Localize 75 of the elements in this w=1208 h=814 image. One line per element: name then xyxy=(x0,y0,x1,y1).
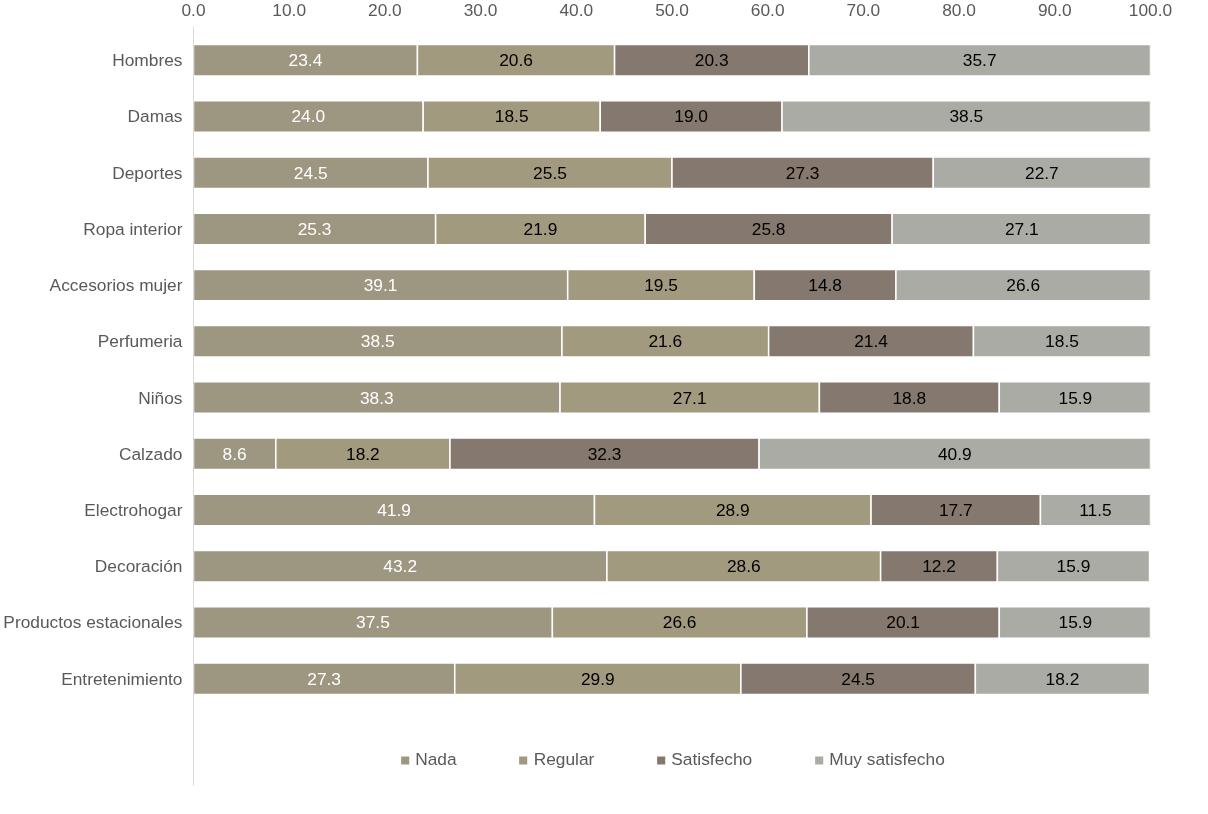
data-label: 18.5 xyxy=(494,106,529,127)
data-label: 28.6 xyxy=(726,556,761,577)
y-tick-label: Calzado xyxy=(118,443,183,464)
x-tick-label: 60.0 xyxy=(750,0,785,20)
x-tick-label: 30.0 xyxy=(463,0,498,20)
data-label: 41.9 xyxy=(377,500,411,521)
legend-label: Muy satisfecho xyxy=(829,749,945,770)
y-tick-label: Electrohogar xyxy=(84,500,183,521)
data-label: 38.5 xyxy=(360,331,395,352)
data-label: 38.3 xyxy=(359,387,394,408)
data-label: 11.5 xyxy=(1079,500,1112,521)
data-label: 35.7 xyxy=(962,50,997,71)
data-label: 24.5 xyxy=(841,668,876,689)
x-tick-label: 100.0 xyxy=(1128,0,1173,20)
data-label: 24.0 xyxy=(291,106,326,127)
data-label: 38.5 xyxy=(949,106,984,127)
data-label: 39.1 xyxy=(363,275,398,296)
data-label: 18.8 xyxy=(892,387,927,408)
data-label: 22.7 xyxy=(1025,162,1059,183)
data-label: 15.9 xyxy=(1056,556,1091,577)
data-label: 43.2 xyxy=(383,556,418,577)
data-label: 40.9 xyxy=(937,443,972,464)
data-label: 19.5 xyxy=(644,275,678,296)
x-tick-label: 90.0 xyxy=(1037,0,1072,20)
x-tick-label: 40.0 xyxy=(559,0,594,20)
x-tick-label: 50.0 xyxy=(655,0,689,20)
legend-label: Nada xyxy=(415,749,457,770)
data-label: 17.7 xyxy=(938,500,973,521)
y-tick-label: Decoración xyxy=(94,556,183,577)
data-label: 18.5 xyxy=(1045,331,1079,352)
y-tick-label: Damas xyxy=(127,106,183,127)
data-label: 12.2 xyxy=(922,556,956,577)
x-tick-label: 0.0 xyxy=(181,0,206,20)
y-tick-label: Accesorios mujer xyxy=(49,275,183,296)
y-tick-label: Productos estacionales xyxy=(3,612,183,633)
data-label: 25.3 xyxy=(297,218,332,239)
legend-label: Satisfecho xyxy=(671,749,753,770)
y-tick-label: Hombres xyxy=(112,50,183,71)
x-tick-label: 70.0 xyxy=(846,0,881,20)
x-tick-label: 80.0 xyxy=(942,0,976,20)
y-tick-label: Entretenimiento xyxy=(61,668,183,689)
y-tick-label: Deportes xyxy=(112,162,183,183)
y-tick-label: Niños xyxy=(138,387,183,408)
data-label: 20.6 xyxy=(499,50,533,71)
data-label: 28.9 xyxy=(715,500,750,521)
y-tick-label: Perfumeria xyxy=(97,331,183,352)
x-tick-label: 10.0 xyxy=(272,0,307,20)
data-label: 23.4 xyxy=(288,50,323,71)
data-label: 27.3 xyxy=(307,668,341,689)
data-label: 20.1 xyxy=(886,612,920,633)
data-label: 14.8 xyxy=(808,275,842,296)
data-label: 21.4 xyxy=(854,331,889,352)
data-label: 27.1 xyxy=(1004,218,1039,239)
data-label: 32.3 xyxy=(587,443,622,464)
data-label: 25.8 xyxy=(751,218,786,239)
y-tick-label: Ropa interior xyxy=(83,218,183,239)
data-label: 29.9 xyxy=(580,668,615,689)
data-label: 26.6 xyxy=(662,612,697,633)
x-tick-label: 20.0 xyxy=(368,0,402,20)
data-label: 20.3 xyxy=(694,50,729,71)
data-label: 27.1 xyxy=(672,387,707,408)
data-label: 21.6 xyxy=(648,331,683,352)
data-label: 15.9 xyxy=(1058,612,1093,633)
data-label: 19.0 xyxy=(674,106,709,127)
data-label: 26.6 xyxy=(1006,275,1041,296)
data-label: 18.2 xyxy=(1045,668,1080,689)
data-label: 21.9 xyxy=(523,218,558,239)
data-label: 27.3 xyxy=(785,162,820,183)
data-label: 25.5 xyxy=(533,162,567,183)
data-label: 15.9 xyxy=(1058,387,1093,408)
data-label: 18.2 xyxy=(346,443,380,464)
data-label: 24.5 xyxy=(293,162,328,183)
legend-label: Regular xyxy=(533,749,595,770)
data-label: 37.5 xyxy=(356,612,390,633)
data-label: 8.6 xyxy=(222,443,247,464)
